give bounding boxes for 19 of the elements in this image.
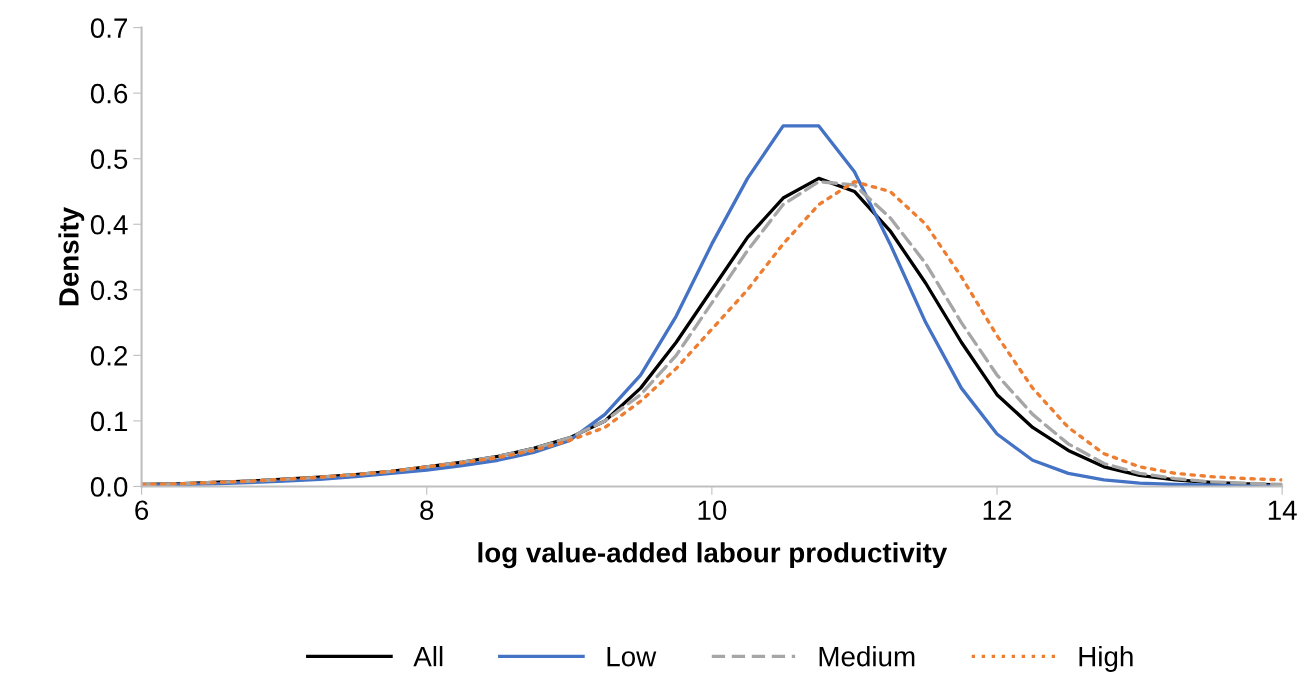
y-tick-label: 0.0: [90, 477, 128, 497]
legend-label: All: [413, 646, 443, 667]
x-tick-label: 12: [983, 500, 1012, 520]
y-tick-label: 0.1: [90, 411, 128, 432]
legend-label: High: [1079, 646, 1133, 672]
x-axis-title: log value-added labour productivity: [478, 542, 948, 569]
x-tick-label: 14: [1268, 500, 1297, 520]
y-tick-label: 0.4: [90, 214, 128, 235]
y-tick-label: 0.5: [90, 149, 128, 170]
legend-label: Medium: [819, 646, 915, 667]
y-tick-label: 0.6: [90, 83, 128, 104]
legend-label: Low: [607, 647, 657, 667]
x-tick-label: 10: [698, 500, 727, 521]
y-tick-label: 0.2: [90, 346, 127, 366]
x-tick-label: 8: [420, 500, 434, 521]
y-tick-label: 0.7: [90, 18, 127, 38]
y-axis-title: Density: [58, 207, 85, 306]
x-tick-label: 6: [135, 500, 149, 521]
y-tick-label: 0.3: [90, 280, 128, 301]
